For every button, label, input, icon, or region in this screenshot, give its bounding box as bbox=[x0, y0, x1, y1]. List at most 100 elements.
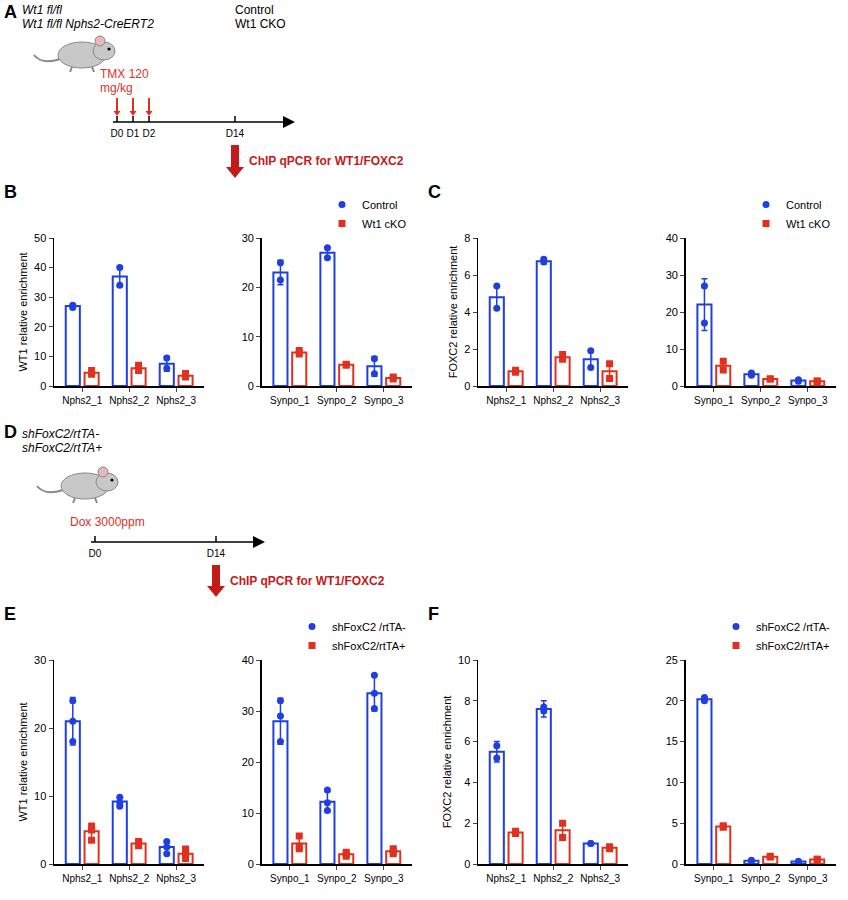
html-text:D: D bbox=[4, 422, 17, 442]
svg-text:ChIP qPCR for WT1/FOXC2: ChIP qPCR for WT1/FOXC2 bbox=[249, 154, 404, 168]
svg-text:0: 0 bbox=[248, 858, 254, 870]
svg-text:Synpo_2: Synpo_2 bbox=[741, 395, 781, 406]
svg-text:2: 2 bbox=[464, 343, 470, 355]
svg-text:Nphs2_1: Nphs2_1 bbox=[62, 395, 102, 406]
svg-text:20: 20 bbox=[34, 321, 46, 333]
svg-text:mg/kg: mg/kg bbox=[100, 81, 133, 95]
svg-text:0: 0 bbox=[40, 380, 46, 392]
svg-text:Wt1 cKO: Wt1 cKO bbox=[362, 218, 406, 230]
svg-text:10: 10 bbox=[458, 654, 470, 666]
svg-text:Control: Control bbox=[362, 199, 397, 211]
svg-text:Nphs2_2: Nphs2_2 bbox=[533, 395, 573, 406]
html-text:C: C bbox=[428, 182, 441, 202]
svg-text:8: 8 bbox=[464, 695, 470, 707]
svg-text:D14: D14 bbox=[226, 128, 245, 139]
svg-text:15: 15 bbox=[666, 735, 678, 747]
svg-text:30: 30 bbox=[666, 269, 678, 281]
svg-text:Synpo_3: Synpo_3 bbox=[364, 873, 404, 884]
svg-text:10: 10 bbox=[242, 807, 254, 819]
svg-text:20: 20 bbox=[666, 695, 678, 707]
svg-text:10: 10 bbox=[242, 331, 254, 343]
svg-text:40: 40 bbox=[34, 261, 46, 273]
svg-text:10: 10 bbox=[666, 776, 678, 788]
svg-text:Synpo_1: Synpo_1 bbox=[694, 395, 734, 406]
svg-text:shFoxC2/rtTA+: shFoxC2/rtTA+ bbox=[756, 640, 829, 652]
svg-text:Synpo_1: Synpo_1 bbox=[270, 395, 310, 406]
svg-text:0: 0 bbox=[248, 380, 254, 392]
svg-text:D14: D14 bbox=[207, 548, 226, 559]
html-text:A: A bbox=[4, 2, 17, 22]
svg-text:shFoxC2/rtTA+: shFoxC2/rtTA+ bbox=[332, 640, 405, 652]
svg-text:D2: D2 bbox=[143, 128, 156, 139]
svg-text:0: 0 bbox=[672, 858, 678, 870]
svg-text:Synpo_2: Synpo_2 bbox=[317, 873, 357, 884]
svg-text:Synpo_1: Synpo_1 bbox=[270, 873, 310, 884]
svg-text:Nphs2_2: Nphs2_2 bbox=[533, 873, 573, 884]
svg-text:Nphs2_3: Nphs2_3 bbox=[580, 873, 620, 884]
svg-text:Synpo_3: Synpo_3 bbox=[364, 395, 404, 406]
svg-text:0: 0 bbox=[464, 380, 470, 392]
svg-text:Wt1 CKO: Wt1 CKO bbox=[235, 17, 286, 31]
svg-text:30: 30 bbox=[34, 291, 46, 303]
svg-text:5: 5 bbox=[672, 817, 678, 829]
svg-text:30: 30 bbox=[242, 232, 254, 244]
svg-text:20: 20 bbox=[666, 306, 678, 318]
svg-text:TMX 120: TMX 120 bbox=[100, 67, 149, 81]
svg-text:Synpo_2: Synpo_2 bbox=[317, 395, 357, 406]
svg-text:40: 40 bbox=[666, 232, 678, 244]
svg-text:20: 20 bbox=[34, 722, 46, 734]
svg-text:D0: D0 bbox=[89, 548, 102, 559]
svg-text:Control: Control bbox=[235, 3, 274, 17]
svg-text:0: 0 bbox=[672, 380, 678, 392]
svg-text:30: 30 bbox=[242, 705, 254, 717]
svg-text:Synpo_3: Synpo_3 bbox=[788, 395, 828, 406]
svg-text:shFoxC2/rtTA-: shFoxC2/rtTA- bbox=[22, 427, 99, 441]
svg-text:20: 20 bbox=[242, 756, 254, 768]
svg-text:shFoxC2/rtTA+: shFoxC2/rtTA+ bbox=[22, 441, 102, 455]
svg-text:Nphs2_1: Nphs2_1 bbox=[486, 873, 526, 884]
svg-text:6: 6 bbox=[464, 269, 470, 281]
svg-text:6: 6 bbox=[464, 735, 470, 747]
svg-text:20: 20 bbox=[242, 281, 254, 293]
svg-text:25: 25 bbox=[666, 654, 678, 666]
svg-text:Nphs2_3: Nphs2_3 bbox=[156, 395, 196, 406]
svg-text:FOXC2 relative enrichment: FOXC2 relative enrichment bbox=[441, 696, 453, 829]
svg-text:0: 0 bbox=[40, 858, 46, 870]
svg-text:10: 10 bbox=[34, 790, 46, 802]
svg-text:Nphs2_2: Nphs2_2 bbox=[109, 873, 149, 884]
svg-text:Nphs2_1: Nphs2_1 bbox=[486, 395, 526, 406]
svg-text:40: 40 bbox=[242, 654, 254, 666]
html-text:F: F bbox=[428, 604, 439, 624]
svg-text:2: 2 bbox=[464, 817, 470, 829]
svg-text:4: 4 bbox=[464, 306, 470, 318]
svg-text:4: 4 bbox=[464, 776, 470, 788]
svg-text:Wt1 fl/fl: Wt1 fl/fl bbox=[22, 3, 62, 17]
svg-text:Dox 3000ppm: Dox 3000ppm bbox=[70, 515, 145, 529]
svg-text:10: 10 bbox=[666, 343, 678, 355]
svg-text:shFoxC2 /rtTA-: shFoxC2 /rtTA- bbox=[332, 621, 406, 633]
svg-text:Nphs2_1: Nphs2_1 bbox=[62, 873, 102, 884]
svg-text:Nphs2_3: Nphs2_3 bbox=[156, 873, 196, 884]
svg-text:D0: D0 bbox=[111, 128, 124, 139]
svg-text:50: 50 bbox=[34, 232, 46, 244]
svg-text:Nphs2_2: Nphs2_2 bbox=[109, 395, 149, 406]
svg-text:D1: D1 bbox=[127, 128, 140, 139]
svg-text:10: 10 bbox=[34, 350, 46, 362]
svg-text:Control: Control bbox=[786, 199, 821, 211]
html-text:E: E bbox=[4, 604, 16, 624]
svg-text:ChIP qPCR for WT1/FOXC2: ChIP qPCR for WT1/FOXC2 bbox=[230, 574, 385, 588]
svg-text:8: 8 bbox=[464, 232, 470, 244]
svg-text:Wt1 cKO: Wt1 cKO bbox=[786, 218, 830, 230]
svg-text:Synpo_1: Synpo_1 bbox=[694, 873, 734, 884]
html-text:B: B bbox=[4, 182, 17, 202]
svg-text:FOXC2 relative enrichment: FOXC2 relative enrichment bbox=[447, 246, 459, 379]
svg-text:shFoxC2 /rtTA-: shFoxC2 /rtTA- bbox=[756, 621, 830, 633]
svg-text:WT1 relative enrichment: WT1 relative enrichment bbox=[17, 702, 29, 821]
svg-text:Synpo_3: Synpo_3 bbox=[788, 873, 828, 884]
svg-text:WT1 relative enrichment: WT1 relative enrichment bbox=[17, 252, 29, 371]
svg-text:Wt1 fl/fl Nphs2-CreERT2: Wt1 fl/fl Nphs2-CreERT2 bbox=[22, 17, 154, 31]
svg-text:Synpo_2: Synpo_2 bbox=[741, 873, 781, 884]
svg-text:0: 0 bbox=[464, 858, 470, 870]
svg-text:30: 30 bbox=[34, 654, 46, 666]
svg-text:Nphs2_3: Nphs2_3 bbox=[580, 395, 620, 406]
